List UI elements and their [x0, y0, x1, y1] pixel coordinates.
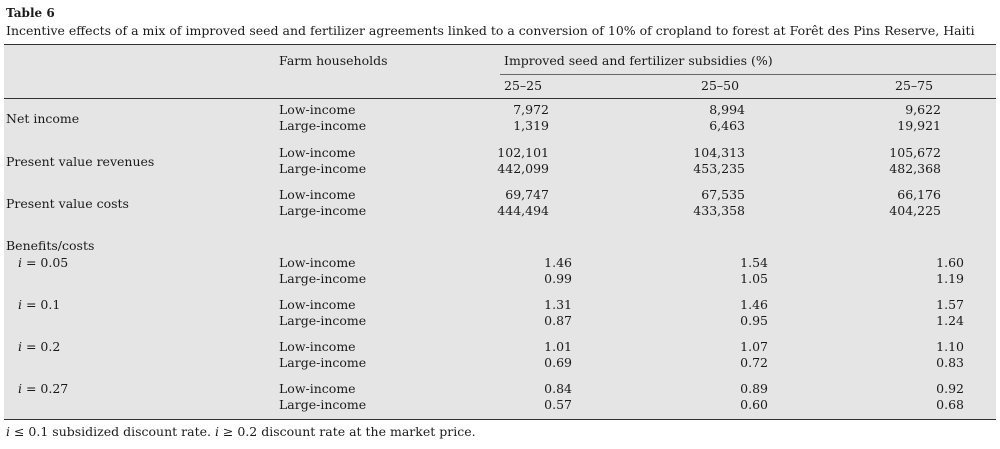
- household-label: Large-income: [279, 313, 367, 328]
- table-cell: 1.31: [544, 297, 572, 312]
- subsidy-header-rule: [500, 74, 996, 75]
- table-cell: 482,368: [889, 161, 941, 176]
- column-header-25-50: 25–50: [701, 78, 740, 93]
- discount-rate-symbol: i: [18, 255, 22, 270]
- table-cell: 7,972: [513, 102, 549, 117]
- row-group-label: Present value revenues: [6, 154, 155, 169]
- discount-rate-value: = 0.27: [22, 381, 69, 396]
- table-cell: 0.95: [740, 313, 768, 328]
- discount-rate-label: i = 0.2: [18, 340, 60, 354]
- household-label: Large-income: [279, 355, 367, 370]
- table-cell: 6,463: [709, 118, 745, 133]
- header-rule: [4, 98, 996, 99]
- subsidies-header: Improved seed and fertilizer subsidies (…: [504, 53, 773, 68]
- table-cell: 67,535: [701, 187, 745, 202]
- footnote-part-2: ≥ 0.2 discount rate at the market price.: [218, 424, 476, 439]
- table-cell: 0.69: [544, 355, 572, 370]
- table-cell: 105,672: [889, 145, 941, 160]
- table-caption: Incentive effects of a mix of improved s…: [6, 23, 975, 38]
- household-label: Low-income: [279, 102, 356, 117]
- table-cell: 1.07: [740, 339, 768, 354]
- footnote-part-1: ≤ 0.1 subsidized discount rate.: [10, 424, 215, 439]
- table-cell: 1.60: [936, 255, 964, 270]
- benefits-costs-label: Benefits/costs: [6, 238, 95, 253]
- footnote-i-symbol: i: [6, 424, 10, 439]
- table-cell: 1,319: [513, 118, 549, 133]
- table-cell: 433,358: [693, 203, 745, 218]
- table-cell: 444,494: [497, 203, 549, 218]
- table-cell: 1.01: [544, 339, 572, 354]
- table-cell: 1.05: [740, 271, 768, 286]
- table-cell: 0.92: [936, 381, 964, 396]
- table-cell: 1.46: [740, 297, 768, 312]
- table-cell: 8,994: [709, 102, 745, 117]
- discount-rate-symbol: i: [18, 297, 22, 312]
- table-footnote: i ≤ 0.1 subsidized discount rate. i ≥ 0.…: [6, 424, 476, 439]
- farm-households-header: Farm households: [279, 53, 388, 68]
- table-cell: 1.46: [544, 255, 572, 270]
- column-header-25-75: 25–75: [895, 78, 934, 93]
- table-cell: 0.87: [544, 313, 572, 328]
- discount-rate-symbol: i: [18, 339, 22, 354]
- table-cell: 0.84: [544, 381, 572, 396]
- table-cell: 442,099: [497, 161, 549, 176]
- row-group-label: Net income: [6, 111, 80, 126]
- household-label: Large-income: [279, 118, 367, 133]
- table-cell: 0.83: [936, 355, 964, 370]
- table-cell: 1.57: [936, 297, 964, 312]
- household-label: Low-income: [279, 187, 356, 202]
- table-cell: 9,622: [905, 102, 941, 117]
- household-label: Low-income: [279, 297, 356, 312]
- household-label: Low-income: [279, 339, 356, 354]
- row-group-label: Present value costs: [6, 196, 129, 211]
- household-label: Large-income: [279, 161, 367, 176]
- table-cell: 66,176: [897, 187, 941, 202]
- table-cell: 1.19: [936, 271, 964, 286]
- column-header-25-25: 25–25: [504, 78, 543, 93]
- table-cell: 0.72: [740, 355, 768, 370]
- table-cell: 1.10: [936, 339, 964, 354]
- footnote-i-symbol: i: [214, 424, 219, 439]
- discount-rate-value: = 0.2: [22, 339, 61, 354]
- table-cell: 0.57: [544, 397, 572, 412]
- discount-rate-label: i = 0.27: [18, 382, 68, 396]
- household-label: Low-income: [279, 255, 356, 270]
- household-label: Large-income: [279, 203, 367, 218]
- household-label: Large-income: [279, 397, 367, 412]
- table-cell: 1.24: [936, 313, 964, 328]
- table-cell: 69,747: [505, 187, 549, 202]
- household-label: Low-income: [279, 381, 356, 396]
- discount-rate-label: i = 0.05: [18, 256, 68, 270]
- table-cell: 404,225: [889, 203, 941, 218]
- table-cell: 104,313: [693, 145, 745, 160]
- table-cell: 0.89: [740, 381, 768, 396]
- table-cell: 0.99: [544, 271, 572, 286]
- table-cell: 1.54: [740, 255, 768, 270]
- table-cell: 453,235: [693, 161, 745, 176]
- table-cell: 102,101: [497, 145, 549, 160]
- table-cell: 19,921: [897, 118, 941, 133]
- discount-rate-label: i = 0.1: [18, 298, 60, 312]
- household-label: Large-income: [279, 271, 367, 286]
- table-cell: 0.68: [936, 397, 964, 412]
- table-label: Table 6: [6, 6, 55, 20]
- household-label: Low-income: [279, 145, 356, 160]
- discount-rate-value: = 0.05: [22, 255, 69, 270]
- data-table: Farm households Improved seed and fertil…: [4, 44, 996, 420]
- table-cell: 0.60: [740, 397, 768, 412]
- discount-rate-value: = 0.1: [22, 297, 61, 312]
- discount-rate-symbol: i: [18, 381, 22, 396]
